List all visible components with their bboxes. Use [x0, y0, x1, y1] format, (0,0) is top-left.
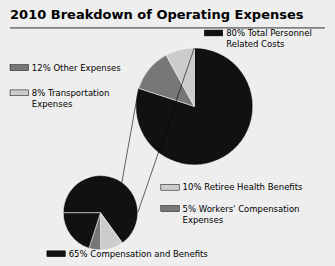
pie-slice	[166, 48, 194, 107]
legend-label-line: 80% Total Personnel	[226, 28, 312, 38]
title: 2010 Breakdown of Operating Expenses	[10, 7, 304, 22]
legend-swatch	[161, 184, 179, 190]
connector-line	[138, 48, 195, 213]
legend-swatch	[204, 30, 222, 36]
pie	[136, 48, 253, 165]
legend-label-line: Expenses	[183, 215, 224, 225]
legend-label: 5% Workers' CompensationExpenses	[183, 204, 300, 225]
legend-swatch	[10, 65, 28, 71]
pie-slice	[101, 213, 123, 250]
legend-label-line: 8% Transportation	[32, 88, 110, 98]
chart: 2010 Breakdown of Operating Expenses 80% …	[0, 0, 335, 266]
legend-label: 8% TransportationExpenses	[32, 88, 110, 109]
pie-slice	[136, 48, 253, 165]
connector-line	[122, 88, 139, 182]
legend-swatch	[47, 251, 65, 257]
legend-label: 80% Total PersonnelRelated Costs	[226, 28, 312, 49]
legend-swatch	[161, 206, 179, 212]
legend-label: 65% Compensation and Benefits	[69, 249, 209, 259]
legend-label-line: 5% Workers' Compensation	[183, 204, 300, 214]
legend-label: 12% Other Expenses	[32, 63, 122, 73]
legend-label-line: Expenses	[32, 99, 73, 109]
legend-swatch	[10, 90, 28, 96]
pie	[63, 176, 137, 250]
legend-label: 10% Retiree Health Benefits	[183, 182, 303, 192]
pie-slice	[63, 213, 100, 248]
legend-label-line: Related Costs	[226, 39, 285, 49]
